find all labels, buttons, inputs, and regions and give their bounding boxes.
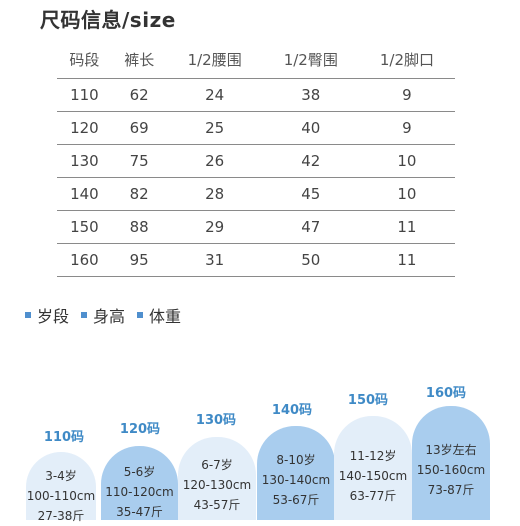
stage-weight: 73-87斤 xyxy=(427,483,475,497)
table-row: 160 95 31 50 11 xyxy=(57,243,455,277)
square-marker-icon xyxy=(137,312,144,318)
stage-height: 140-150cm xyxy=(338,469,408,483)
table-cell: 62 xyxy=(111,78,167,112)
stage-age: 5-6岁 xyxy=(123,465,156,479)
column-header: 1/2臀围 xyxy=(283,50,338,69)
table-cell: 25 xyxy=(166,111,263,145)
table-cell: 130 xyxy=(57,144,112,178)
table-cell: 9 xyxy=(358,78,455,112)
legend-label: 岁段 xyxy=(37,307,70,326)
table-cell: 150 xyxy=(57,210,112,244)
stage-weight: 53-67斤 xyxy=(272,493,320,507)
table-cell: 95 xyxy=(111,243,167,277)
table-row: 120 69 25 40 9 xyxy=(57,111,455,145)
table-cell: 75 xyxy=(111,144,167,178)
legend-item-weight: 体重 xyxy=(137,303,181,327)
legend-item-age: 岁段 xyxy=(25,303,69,327)
table-cell: 31 xyxy=(166,243,263,277)
column-header: 1/2脚口 xyxy=(379,50,434,69)
table-cell: 9 xyxy=(358,111,455,145)
table-row: 150 88 29 47 11 xyxy=(57,210,455,244)
stage-weight: 43-57斤 xyxy=(193,498,241,512)
stage-height: 120-130cm xyxy=(182,478,252,492)
stage-height: 100-110cm xyxy=(26,489,96,503)
table-cell: 45 xyxy=(262,177,359,211)
column-header: 1/2腰围 xyxy=(187,50,242,69)
stage-height: 110-120cm xyxy=(105,485,174,499)
stage-age: 3-4岁 xyxy=(45,469,77,483)
table-cell: 11 xyxy=(358,210,455,244)
legend: 岁段 身高 体重 xyxy=(25,303,181,327)
stage-weight: 35-47斤 xyxy=(116,505,163,519)
stage-age: 13岁左右 xyxy=(425,443,477,457)
table-cell: 29 xyxy=(166,210,263,244)
stage-height: 130-140cm xyxy=(261,473,331,487)
table-cell: 110 xyxy=(57,78,112,112)
page-title: 尺码信息/size xyxy=(40,8,176,32)
legend-label: 身高 xyxy=(93,307,126,326)
table-header-row: 码段 裤长 1/2腰围 1/2臀围 1/2脚口 xyxy=(57,40,455,79)
legend-label: 体重 xyxy=(149,307,182,326)
table-cell: 69 xyxy=(111,111,167,145)
table-cell: 10 xyxy=(358,144,455,178)
stage-code-label: 120码 xyxy=(119,422,161,437)
stage-card: 11-12岁 140-150cm 63-77斤 xyxy=(334,416,412,520)
stage-age: 6-7岁 xyxy=(201,458,233,472)
stage-card: 8-10岁 130-140cm 53-67斤 xyxy=(257,426,335,520)
stage-weight: 63-77斤 xyxy=(349,489,397,503)
stage-code-label: 140码 xyxy=(271,403,313,418)
table-cell: 11 xyxy=(358,243,455,277)
table-cell: 10 xyxy=(358,177,455,211)
table-cell: 140 xyxy=(57,177,112,211)
stage-code-label: 150码 xyxy=(347,393,389,408)
table-cell: 50 xyxy=(262,243,359,277)
table-cell: 88 xyxy=(111,210,167,244)
table-cell: 38 xyxy=(262,78,359,112)
table-cell: 82 xyxy=(111,177,167,211)
table-cell: 120 xyxy=(57,111,112,145)
table-cell: 160 xyxy=(57,243,112,277)
stage-height: 150-160cm xyxy=(416,463,486,477)
square-marker-icon xyxy=(81,312,88,318)
table-cell: 28 xyxy=(166,177,263,211)
stage-age: 8-10岁 xyxy=(276,453,316,467)
stage-code-label: 160码 xyxy=(425,386,467,401)
table-cell: 26 xyxy=(166,144,263,178)
stage-card: 3-4岁 100-110cm 27-38斤 xyxy=(26,452,96,523)
legend-item-height: 身高 xyxy=(81,303,125,327)
stage-weight: 27-38斤 xyxy=(37,509,85,523)
table-row: 140 82 28 45 10 xyxy=(57,177,455,211)
stage-age: 11-12岁 xyxy=(349,449,397,463)
table-cell: 47 xyxy=(262,210,359,244)
table-row: 110 62 24 38 9 xyxy=(57,78,455,112)
table-cell: 40 xyxy=(262,111,359,145)
stage-code-label: 130码 xyxy=(195,413,237,428)
stage-card: 6-7岁 120-130cm 43-57斤 xyxy=(178,437,256,520)
square-marker-icon xyxy=(25,312,31,318)
column-header: 裤长 xyxy=(124,50,155,69)
stage-code-label: 110码 xyxy=(43,430,85,445)
table-cell: 42 xyxy=(262,144,359,178)
column-header: 码段 xyxy=(69,50,100,69)
stage-card: 5-6岁 110-120cm 35-47斤 xyxy=(101,446,178,520)
table-cell: 24 xyxy=(166,78,263,112)
size-table: 码段 裤长 1/2腰围 1/2臀围 1/2脚口 110 62 24 38 9 1… xyxy=(57,40,455,277)
stage-card: 13岁左右 150-160cm 73-87斤 xyxy=(412,406,490,520)
